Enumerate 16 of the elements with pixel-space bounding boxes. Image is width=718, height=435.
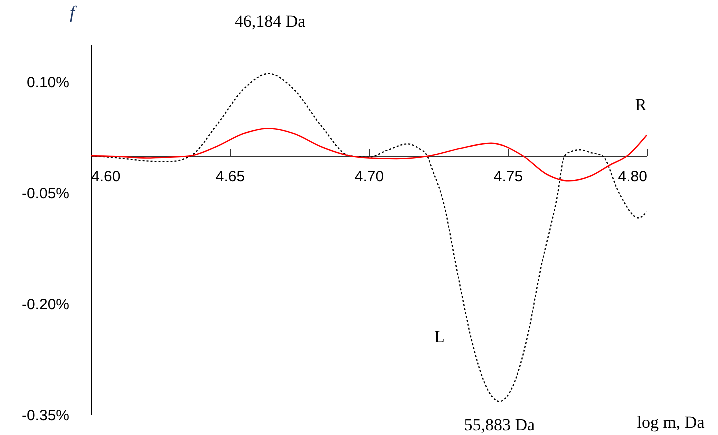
y-tick-label: -0.05%	[22, 186, 70, 202]
x-axis-title: log m, Da	[637, 413, 706, 432]
x-tick-label: 4.70	[354, 168, 384, 186]
x-tick-label: 4.65	[216, 168, 246, 186]
y-tick-label: 0.10%	[26, 74, 70, 92]
annotation: 46,184 Da	[234, 12, 306, 31]
line-series	[90, 128, 648, 182]
y-tick-label: -0.20%	[22, 296, 70, 314]
series-label: L	[434, 328, 445, 347]
series-label: R	[635, 95, 648, 114]
annotation: 55,883 Da	[464, 416, 536, 435]
y-tick-label: -0.35%	[22, 408, 70, 424]
x-tick-label: 4.60	[92, 168, 121, 186]
x-tick-label: 4.75	[494, 168, 524, 186]
y-axis-title: f	[70, 2, 78, 22]
x-tick-label: 4.80	[618, 168, 648, 186]
